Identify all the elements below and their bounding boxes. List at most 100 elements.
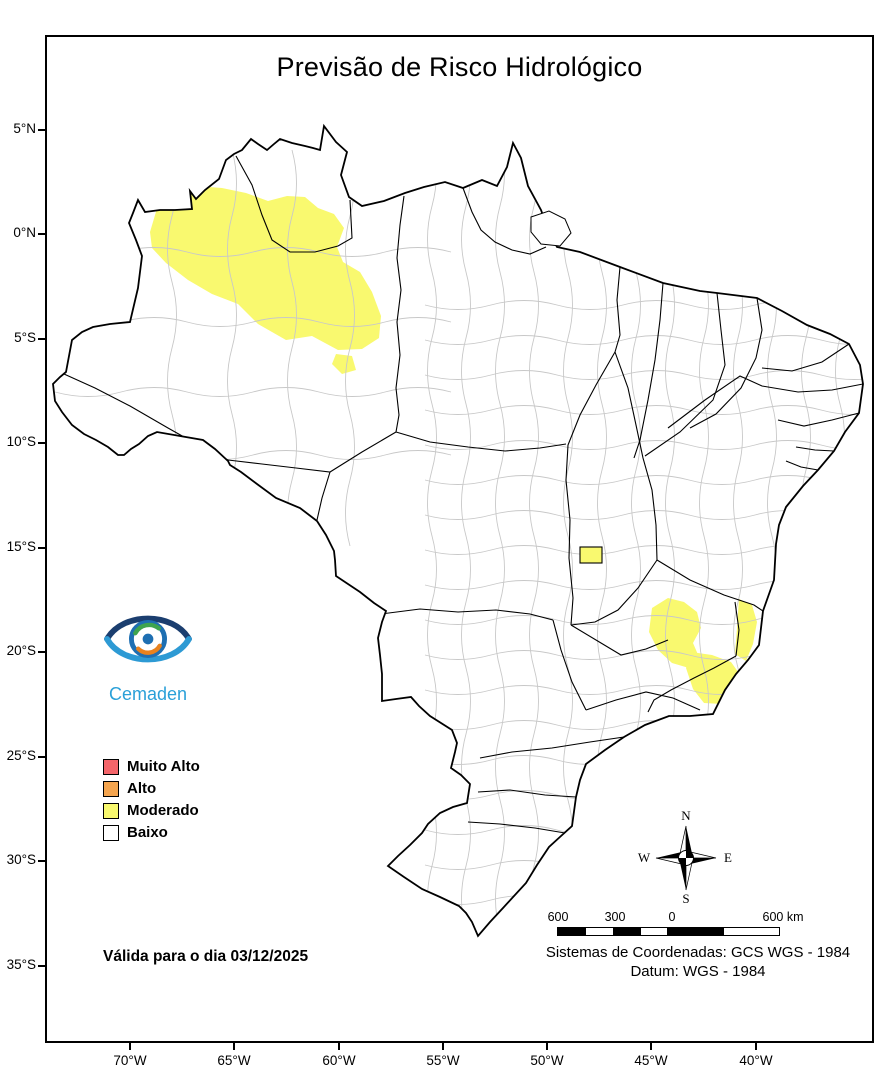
scale-bar-segments	[557, 927, 780, 936]
municipal-boundary-line	[424, 475, 863, 485]
legend-swatch-alto	[103, 780, 119, 797]
lon-tick-label: 50°W	[530, 1053, 564, 1068]
municipal-boundary-line	[345, 149, 355, 547]
lon-tick-label: 65°W	[217, 1053, 251, 1068]
lat-tick-label: 5°S	[14, 330, 36, 345]
municipal-boundary-line	[495, 139, 505, 933]
municipal-boundary-line	[54, 387, 452, 397]
compass-south-label: S	[682, 891, 689, 906]
compass-rose-icon: N S E W	[638, 808, 732, 906]
risk-region-distrito-federal	[579, 546, 603, 564]
scale-segment	[613, 927, 641, 936]
lon-tick-mark	[546, 1043, 548, 1050]
lat-tick-mark	[38, 547, 45, 549]
cemaden-eye-icon	[104, 615, 192, 663]
legend-label: Moderado	[127, 802, 199, 819]
brazil-landmass	[53, 126, 863, 936]
brazil-outline	[52, 123, 864, 938]
lat-tick-label: 15°S	[6, 539, 36, 554]
risk-region-espirito-santo-coast	[735, 599, 757, 661]
risk-region-amazon-small	[332, 354, 356, 374]
municipal-boundary-line	[424, 335, 863, 345]
legend-label: Alto	[127, 780, 157, 797]
lat-tick-mark	[38, 651, 45, 653]
page-title: Previsão de Risco Hidrológico	[276, 52, 643, 82]
lat-tick-mark	[38, 965, 45, 967]
cemaden-logo: Cemaden	[97, 600, 199, 705]
legend-row: Moderado	[103, 802, 200, 819]
legend-swatch-baixo	[103, 824, 119, 841]
scale-segment	[723, 927, 780, 936]
scale-label: 0	[668, 910, 676, 924]
municipal-boundary-line	[424, 510, 863, 520]
legend-row: Alto	[103, 780, 200, 797]
risk-legend: Muito Alto Alto Moderado Baixo	[103, 758, 200, 846]
legend-label: Muito Alto	[127, 758, 200, 775]
risk-region-northwest-amazon	[150, 186, 381, 350]
lon-tick-label: 70°W	[113, 1053, 147, 1068]
scale-segment	[557, 927, 586, 936]
validity-date-text: Válida para o dia 03/12/2025	[103, 948, 309, 965]
scale-bar: 600 300 0 600 km	[548, 910, 804, 942]
lon-tick-label: 60°W	[322, 1053, 356, 1068]
compass-north-label: N	[681, 808, 691, 823]
lon-tick-label: 45°W	[634, 1053, 668, 1068]
municipal-boundary-line	[424, 650, 863, 660]
lat-tick-label: 10°S	[6, 434, 36, 449]
lat-tick-mark	[38, 860, 45, 862]
lat-tick-label: 30°S	[6, 852, 36, 867]
scale-label: 600 km	[762, 910, 804, 924]
municipal-boundary-line	[424, 405, 863, 415]
coordinate-system-line2: Datum: WGS - 1984	[630, 962, 766, 980]
coordinate-system-note: Sistemas de Coordenadas: GCS WGS - 1984 …	[518, 944, 878, 982]
compass-west-label: W	[638, 850, 651, 865]
municipal-boundary-line	[835, 139, 845, 933]
lat-tick-label: 5°N	[13, 121, 36, 136]
lat-tick-mark	[38, 233, 45, 235]
marajo-island	[530, 210, 572, 247]
lat-tick-label: 20°S	[6, 643, 36, 658]
municipal-boundary-line	[424, 615, 863, 625]
lon-tick-mark	[442, 1043, 444, 1050]
legend-swatch-muito-alto	[103, 758, 119, 775]
municipal-boundary-line	[563, 139, 573, 933]
lat-tick-mark	[38, 756, 45, 758]
compass-east-label: E	[724, 850, 732, 865]
lat-tick-label: 0°N	[13, 225, 36, 240]
municipal-boundary-line	[424, 300, 863, 310]
lon-tick-mark	[129, 1043, 131, 1050]
lon-tick-mark	[233, 1043, 235, 1050]
lat-tick-mark	[38, 129, 45, 131]
cemaden-logo-text: Cemaden	[108, 684, 188, 704]
municipal-boundary-line	[287, 149, 297, 547]
scale-segment	[640, 927, 668, 936]
scale-segment	[667, 927, 724, 936]
lat-tick-mark	[38, 338, 45, 340]
state-boundaries	[63, 155, 863, 834]
scale-label: 600	[547, 910, 569, 924]
lon-tick-mark	[338, 1043, 340, 1050]
lon-tick-label: 40°W	[739, 1053, 773, 1068]
scale-segment	[585, 927, 614, 936]
legend-row: Baixo	[103, 824, 200, 841]
lat-tick-label: 35°S	[6, 957, 36, 972]
coordinate-system-line1: Sistemas de Coordenadas: GCS WGS - 1984	[545, 944, 851, 961]
legend-row: Muito Alto	[103, 758, 200, 775]
scale-label: 300	[604, 910, 626, 924]
municipal-boundary-line	[424, 580, 863, 590]
municipal-boundary-line	[424, 440, 863, 450]
municipal-boundary-line	[424, 545, 863, 555]
risk-regions-moderado	[150, 186, 757, 704]
legend-label: Baixo	[127, 824, 168, 841]
legend-swatch-moderado	[103, 802, 119, 819]
municipal-boundary-line	[529, 139, 539, 933]
lon-tick-label: 55°W	[426, 1053, 460, 1068]
municipal-boundary-line	[801, 139, 811, 933]
lat-tick-mark	[38, 442, 45, 444]
municipal-boundary-line	[424, 370, 863, 380]
lon-tick-mark	[755, 1043, 757, 1050]
municipal-boundary-line	[424, 685, 863, 695]
lat-tick-label: 25°S	[6, 748, 36, 763]
